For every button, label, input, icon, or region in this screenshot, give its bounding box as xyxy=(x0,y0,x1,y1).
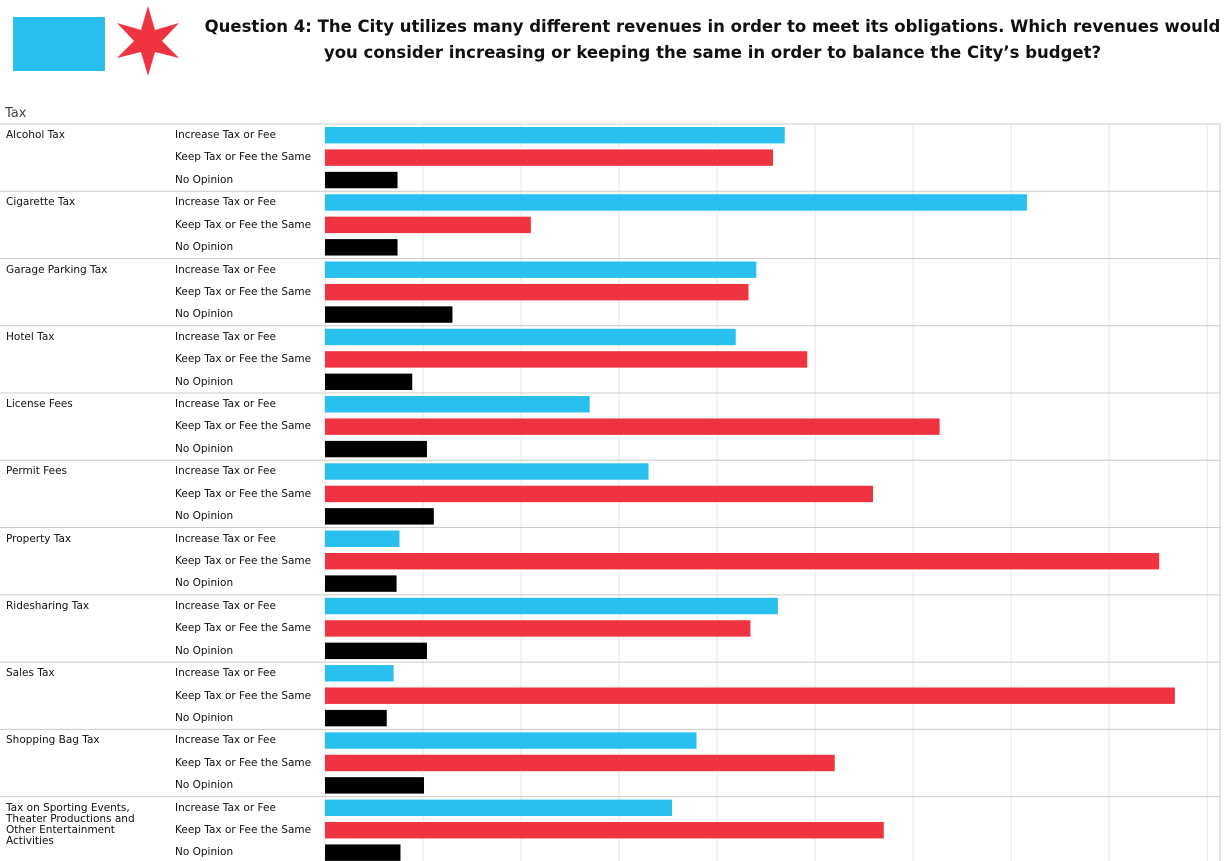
series-label: Increase Tax or Fee xyxy=(175,465,276,478)
bar xyxy=(325,351,808,368)
series-label: Keep Tax or Fee the Same xyxy=(175,756,312,769)
bar xyxy=(325,194,1027,211)
series-label: Increase Tax or Fee xyxy=(175,532,276,545)
category-label: Garage Parking Tax xyxy=(6,263,108,276)
series-label: Keep Tax or Fee the Same xyxy=(175,151,312,164)
category-label: Property Tax xyxy=(6,532,72,545)
series-label: Increase Tax or Fee xyxy=(175,129,276,141)
category-label: Sales Tax xyxy=(6,667,55,680)
bar xyxy=(325,418,940,435)
bar xyxy=(325,642,427,660)
series-label: Increase Tax or Fee xyxy=(175,599,276,612)
bar xyxy=(325,508,434,525)
series-label: No Opinion xyxy=(175,308,234,321)
bar xyxy=(325,799,673,817)
series-label: Keep Tax or Fee the Same xyxy=(175,285,312,298)
bar xyxy=(325,328,736,346)
bar xyxy=(325,777,425,794)
bar xyxy=(325,485,873,503)
series-label: Keep Tax or Fee the Same xyxy=(175,218,312,231)
bar xyxy=(325,261,757,278)
series-label: No Opinion xyxy=(175,241,234,254)
series-label: No Opinion xyxy=(175,711,234,724)
logo-flag xyxy=(13,17,105,71)
series-label: No Opinion xyxy=(175,173,234,186)
series-label: No Opinion xyxy=(175,846,234,859)
chart-title: Question 4: The City utilizes many diffe… xyxy=(204,17,1221,62)
series-label: Increase Tax or Fee xyxy=(175,398,276,411)
bar xyxy=(325,127,785,144)
series-label: Keep Tax or Fee the Same xyxy=(175,554,312,567)
logo xyxy=(13,6,179,76)
bar xyxy=(325,239,398,256)
bar xyxy=(325,171,398,189)
category-label: Ridesharing Tax xyxy=(6,599,90,612)
bar xyxy=(325,754,835,772)
series-label: No Opinion xyxy=(175,577,234,590)
category-label: License Fees xyxy=(6,398,73,411)
category-label: Shopping Bag Tax xyxy=(6,734,100,747)
bar xyxy=(325,216,531,234)
bar xyxy=(325,665,394,682)
series-label: No Opinion xyxy=(175,779,234,792)
logo-star xyxy=(117,6,179,76)
series-label: No Opinion xyxy=(175,644,234,657)
series-label: Increase Tax or Fee xyxy=(175,734,276,747)
category-label: Hotel Tax xyxy=(6,330,55,343)
series-label: Increase Tax or Fee xyxy=(175,263,276,276)
series-label: Keep Tax or Fee the Same xyxy=(175,420,312,433)
series-label: No Opinion xyxy=(175,375,234,388)
bar xyxy=(325,306,453,323)
bar xyxy=(325,373,413,391)
bar xyxy=(325,440,427,458)
bar xyxy=(325,687,1175,704)
bar xyxy=(325,463,649,480)
series-label: No Opinion xyxy=(175,510,234,523)
bar xyxy=(325,844,401,861)
column-header: Tax xyxy=(5,106,27,121)
bar xyxy=(325,575,397,592)
bar xyxy=(325,822,884,839)
bar xyxy=(325,149,773,166)
series-label: Keep Tax or Fee the Same xyxy=(175,487,312,500)
series-label: No Opinion xyxy=(175,442,234,455)
bar xyxy=(325,709,387,727)
bar xyxy=(325,597,778,615)
bar xyxy=(325,552,1160,570)
series-label: Increase Tax or Fee xyxy=(175,667,276,680)
category-label: Alcohol Tax xyxy=(6,129,65,141)
bar xyxy=(325,283,749,301)
bar xyxy=(325,530,400,547)
bar xyxy=(325,620,751,637)
series-label: Keep Tax or Fee the Same xyxy=(175,824,312,837)
series-label: Increase Tax or Fee xyxy=(175,196,276,209)
series-label: Keep Tax or Fee the Same xyxy=(175,689,312,702)
category-label: Tax on Sporting Events, Theater Producti… xyxy=(6,801,135,847)
series-label: Increase Tax or Fee xyxy=(175,330,276,343)
bar xyxy=(325,396,590,413)
series-label: Keep Tax or Fee the Same xyxy=(175,622,312,635)
bar xyxy=(325,732,697,749)
category-label: Cigarette Tax xyxy=(6,196,76,209)
series-label: Increase Tax or Fee xyxy=(175,801,276,814)
category-label: Permit Fees xyxy=(6,465,68,478)
series-label: Keep Tax or Fee the Same xyxy=(175,353,312,366)
